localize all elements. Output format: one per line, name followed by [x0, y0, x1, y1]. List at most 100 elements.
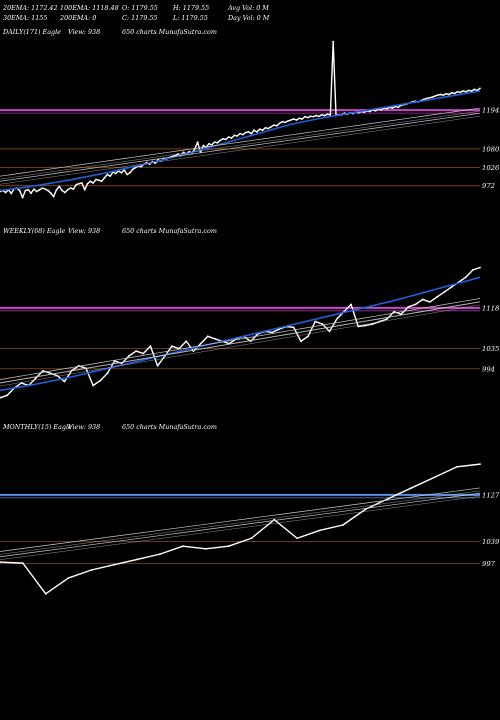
price-point: [258, 128, 261, 131]
price-point: [281, 120, 284, 123]
price-point: [210, 143, 213, 146]
price-point: [61, 189, 64, 192]
price-point: [284, 121, 287, 124]
price-point: [448, 93, 450, 96]
price-point: [407, 305, 410, 308]
price-point: [247, 131, 250, 133]
price-point: [236, 135, 239, 137]
price-point: [315, 114, 318, 117]
price-point: [374, 109, 377, 112]
price-point: [298, 117, 301, 120]
price-point: [464, 90, 467, 93]
price-point: [72, 188, 75, 191]
caption-charts: 650 charts MunafaSutra.com: [122, 28, 217, 36]
price-point: [380, 108, 383, 111]
price-point: [171, 345, 173, 348]
ema-line-thin: [0, 298, 481, 380]
ema-line-blue: [0, 276, 481, 392]
caption-charts: 650 charts MunafaSutra.com: [122, 227, 217, 235]
stat-open: O: 1179.55: [122, 4, 158, 12]
price-point: [391, 107, 394, 109]
price-point: [385, 318, 388, 321]
price-point: [97, 179, 100, 182]
price-point: [95, 178, 97, 181]
price-point: [301, 118, 304, 120]
price-point: [264, 126, 267, 129]
price-point: [89, 180, 92, 183]
price-point: [453, 92, 456, 95]
level-label-1127: 1127: [482, 491, 500, 499]
stat-close: C: 1179.55: [122, 14, 158, 22]
price-point: [44, 188, 47, 191]
level-label-1194: 1194: [482, 107, 499, 115]
stat-200ema: 200EMA: 0: [59, 14, 96, 22]
price-point: [44, 592, 47, 595]
price-point: [100, 180, 103, 183]
price-point: [304, 115, 306, 118]
price-point: [250, 132, 253, 135]
price-point: [397, 106, 400, 109]
price-point: [63, 380, 66, 383]
ema-line-thin-band: [0, 490, 481, 555]
price-point: [49, 192, 52, 195]
price-point: [49, 372, 52, 375]
price-point: [272, 124, 275, 127]
price-point: [332, 40, 335, 43]
price-point: [321, 323, 324, 325]
price-point: [479, 87, 481, 90]
price-point: [58, 185, 61, 188]
header-stats: 20EMA: 1172.42 100EMA: 1118.48 O: 1179.5…: [2, 4, 270, 22]
price-point: [431, 96, 433, 99]
price-point: [414, 303, 417, 306]
price-point: [318, 115, 320, 118]
price-point: [287, 120, 289, 122]
price-point: [120, 171, 123, 174]
ema-line-thin: [0, 112, 481, 182]
price-point: [385, 107, 388, 110]
price-point: [134, 166, 137, 169]
ema-line-thin: [0, 492, 481, 558]
price-point: [199, 342, 202, 345]
price-point: [99, 379, 102, 382]
price-point: [35, 190, 38, 193]
price-point: [113, 563, 116, 566]
price-point: [38, 188, 41, 191]
price-point: [442, 94, 445, 97]
price-point: [27, 188, 30, 191]
level-label-997: 997: [482, 560, 496, 568]
price-point: [140, 165, 143, 168]
price-point: [86, 182, 89, 185]
price-point: [467, 89, 470, 92]
price-point: [131, 168, 134, 171]
price-point: [21, 562, 24, 565]
price-point: [216, 141, 219, 144]
price-point: [41, 187, 44, 189]
ema-line-thin: [0, 301, 481, 384]
price-point: [278, 122, 281, 125]
price-point: [363, 111, 366, 114]
caption-prefix: WEEKLY(68) Eagle: [3, 227, 65, 235]
price-point: [433, 95, 436, 98]
price-point: [92, 384, 95, 387]
price-point: [443, 291, 446, 293]
price-point: [219, 139, 222, 142]
caption-charts: 650 charts MunafaSutra.com: [122, 423, 217, 431]
caption-prefix: DAILY(171) Eagle: [2, 28, 61, 36]
price-point: [450, 91, 453, 94]
price-point: [428, 96, 431, 99]
price-point: [64, 191, 66, 194]
panel-daily: DAILY(171) Eagle View: 938 650 charts Muna…: [0, 28, 500, 199]
stat-30ema: 30EMA: 1155: [3, 14, 47, 22]
price-point: [136, 558, 139, 561]
price-point: [328, 330, 331, 333]
price-point: [114, 172, 117, 175]
caption-view: View: 938: [68, 423, 100, 431]
price-point: [128, 171, 131, 174]
price-point: [214, 337, 216, 340]
price-point: [92, 182, 95, 184]
price-point: [450, 286, 453, 289]
price-point: [42, 369, 44, 372]
price-point: [471, 269, 474, 271]
ema-line-thin: [0, 107, 481, 177]
